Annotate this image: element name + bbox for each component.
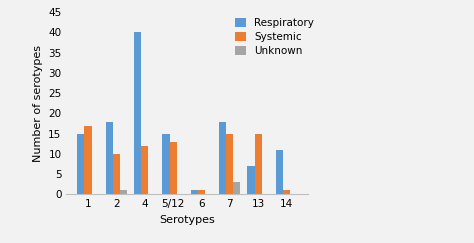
Bar [170,142,177,194]
Bar [233,182,240,194]
X-axis label: Serotypes: Serotypes [159,215,215,225]
Bar [276,150,283,194]
Bar [77,134,84,194]
Bar [198,190,205,194]
Bar [283,190,290,194]
Y-axis label: Number of serotypes: Number of serotypes [33,45,43,162]
Legend: Respiratory, Systemic, Unknown: Respiratory, Systemic, Unknown [231,14,318,60]
Bar [141,146,148,194]
Bar [191,190,198,194]
Bar [247,166,255,194]
Bar [106,122,113,194]
Bar [134,32,141,194]
Bar [226,134,233,194]
Bar [219,122,226,194]
Bar [113,154,120,194]
Bar [255,134,262,194]
Bar [120,190,127,194]
Bar [84,126,91,194]
Bar [163,134,170,194]
